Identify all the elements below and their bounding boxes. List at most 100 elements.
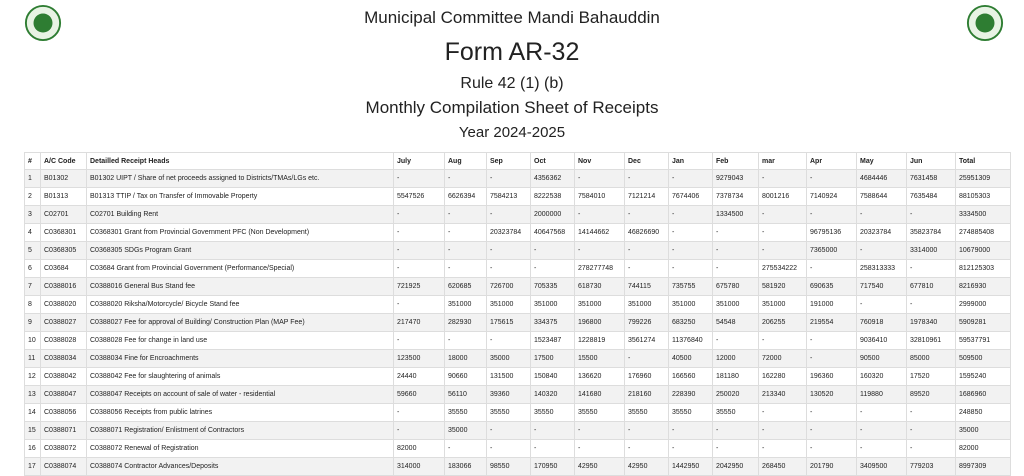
table-cell: - xyxy=(806,169,857,188)
column-header: Dec xyxy=(624,152,669,170)
table-cell: - xyxy=(444,439,487,458)
table-cell: C0388027 Fee for approval of Building/ C… xyxy=(86,313,394,332)
table-cell: - xyxy=(856,205,907,224)
table-cell: C0388020 xyxy=(40,295,87,314)
column-header: Jan xyxy=(668,152,713,170)
table-cell: C0388034 Fine for Encroachments xyxy=(86,349,394,368)
table-cell: - xyxy=(758,241,807,260)
table-cell: - xyxy=(444,331,487,350)
table-cell: 1686960 xyxy=(955,385,1011,404)
table-cell: - xyxy=(712,421,759,440)
table-cell: 6626394 xyxy=(444,187,487,206)
table-cell: C0388074 Contractor Advances/Deposits xyxy=(86,457,394,476)
table-cell: C0388074 xyxy=(40,457,87,476)
table-cell: 1228819 xyxy=(574,331,625,350)
table-cell: 8222538 xyxy=(530,187,575,206)
table-cell: - xyxy=(806,259,857,278)
table-cell: 56110 xyxy=(444,385,487,404)
table-cell: - xyxy=(906,259,956,278)
table-cell: - xyxy=(444,259,487,278)
table-row: 14 C0388056 C0388056 Receipts from public … xyxy=(24,403,1011,422)
table-cell: 7584010 xyxy=(574,187,625,206)
table-cell: - xyxy=(806,349,857,368)
table-cell: 351000 xyxy=(486,295,531,314)
table-cell: C0388034 xyxy=(40,349,87,368)
table-cell: - xyxy=(530,241,575,260)
table-cell: 162280 xyxy=(758,367,807,386)
table-cell: 228390 xyxy=(668,385,713,404)
table-cell: 42950 xyxy=(624,457,669,476)
table-cell: - xyxy=(393,421,445,440)
table-cell: 9 xyxy=(24,313,41,332)
table-cell: 10679000 xyxy=(955,241,1011,260)
table-cell: 351000 xyxy=(624,295,669,314)
table-cell: 183066 xyxy=(444,457,487,476)
column-header: Total xyxy=(955,152,1011,170)
table-cell: - xyxy=(712,439,759,458)
table-cell: 213340 xyxy=(758,385,807,404)
table-cell: - xyxy=(393,259,445,278)
table-cell: 25951309 xyxy=(955,169,1011,188)
table-cell: - xyxy=(393,205,445,224)
table-cell: 282930 xyxy=(444,313,487,332)
table-cell: 7378734 xyxy=(712,187,759,206)
table-cell: - xyxy=(758,205,807,224)
table-cell: - xyxy=(486,331,531,350)
table-row: 5 C0368305 C0368305 SDGs Program Grant - - - -… xyxy=(24,241,1011,260)
column-header: Apr xyxy=(806,152,857,170)
table-cell: C0388071 Registration/ Enlistment of Con… xyxy=(86,421,394,440)
table-cell: 2 xyxy=(24,187,41,206)
table-cell: C0368301 Grant from Provincial Governmen… xyxy=(86,223,394,242)
table-cell: - xyxy=(486,259,531,278)
table-cell: 123500 xyxy=(393,349,445,368)
table-cell: - xyxy=(444,241,487,260)
table-cell: 59537791 xyxy=(955,331,1011,350)
table-cell: 54548 xyxy=(712,313,759,332)
table-cell: C0388016 xyxy=(40,277,87,296)
table-cell: 12 xyxy=(24,367,41,386)
table-cell: 683250 xyxy=(668,313,713,332)
table-cell: 42950 xyxy=(574,457,625,476)
table-cell: 7584213 xyxy=(486,187,531,206)
table-cell: 196800 xyxy=(574,313,625,332)
table-cell: 16 xyxy=(24,439,41,458)
table-cell: B01302 xyxy=(40,169,87,188)
table-cell: C0368305 xyxy=(40,241,87,260)
table-cell: 35550 xyxy=(668,403,713,422)
table-cell: 17500 xyxy=(530,349,575,368)
table-cell: C0388042 Fee for slaughtering of animals xyxy=(86,367,394,386)
table-cell: - xyxy=(668,439,713,458)
table-cell: - xyxy=(486,439,531,458)
table-cell: 258313333 xyxy=(856,259,907,278)
table-cell: - xyxy=(574,169,625,188)
table-cell: 72000 xyxy=(758,349,807,368)
table-cell: 176960 xyxy=(624,367,669,386)
table-cell: 1 xyxy=(24,169,41,188)
table-cell: 4 xyxy=(24,223,41,242)
table-cell: 5 xyxy=(24,241,41,260)
table-cell: - xyxy=(530,421,575,440)
table-cell: 779203 xyxy=(906,457,956,476)
table-cell: 35550 xyxy=(574,403,625,422)
table-cell: C03684 xyxy=(40,259,87,278)
table-cell: 18000 xyxy=(444,349,487,368)
table-cell: 35550 xyxy=(624,403,669,422)
table-cell: - xyxy=(856,421,907,440)
table-cell: C0388042 xyxy=(40,367,87,386)
table-row: 6 C03684 C03684 Grant from Provincial Gove… xyxy=(24,259,1011,278)
table-row: 11 C0388034 C0388034 Fine for Encroachment… xyxy=(24,349,1011,368)
table-cell: 812125303 xyxy=(955,259,1011,278)
table-cell: 7635484 xyxy=(906,187,956,206)
table-row: 7 C0388016 C0388016 General Bus Stand fee 7… xyxy=(24,277,1011,296)
table-cell: 12000 xyxy=(712,349,759,368)
table-cell: 4356362 xyxy=(530,169,575,188)
table-cell: 3 xyxy=(24,205,41,224)
table-cell: 5547526 xyxy=(393,187,445,206)
table-cell: - xyxy=(624,205,669,224)
table-cell: 40647568 xyxy=(530,223,575,242)
table-cell: - xyxy=(486,169,531,188)
table-cell: 15500 xyxy=(574,349,625,368)
table-cell: 250020 xyxy=(712,385,759,404)
table-cell: 760918 xyxy=(856,313,907,332)
